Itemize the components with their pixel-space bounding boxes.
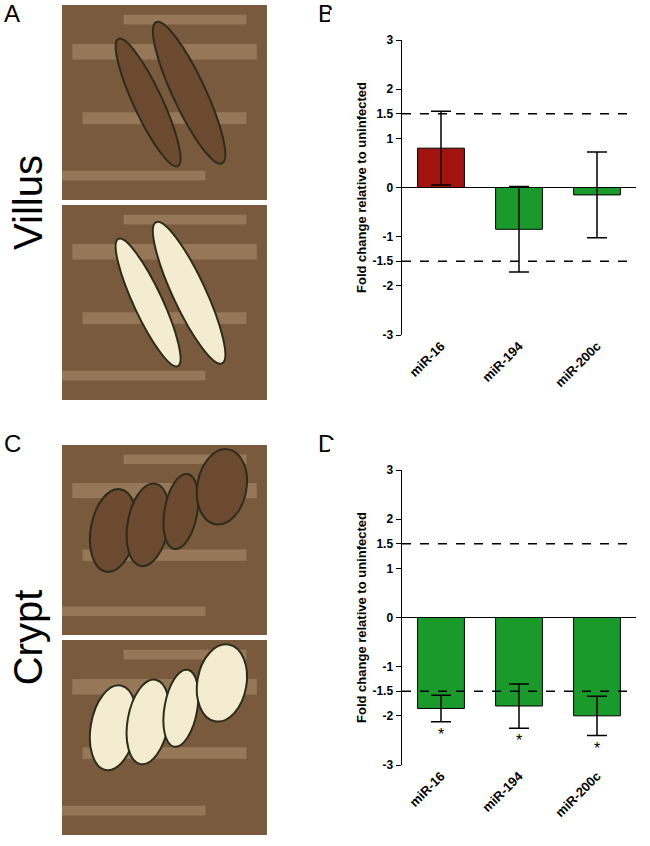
svg-text:miR-194: miR-194 <box>479 338 526 385</box>
svg-text:miR-200c: miR-200c <box>552 769 603 820</box>
svg-text:0: 0 <box>386 181 393 195</box>
svg-text:miR-16: miR-16 <box>406 339 447 380</box>
svg-text:3: 3 <box>386 33 393 47</box>
html-text:Crypt: Crypt <box>5 589 50 686</box>
svg-text:-1.5: -1.5 <box>372 684 393 698</box>
html-text:C: C <box>4 430 22 457</box>
svg-text:2: 2 <box>386 82 393 96</box>
html-text:D: D <box>318 430 336 457</box>
svg-text:Fold change relative to uninfe: Fold change relative to uninfected <box>354 512 369 723</box>
svg-text:-3: -3 <box>382 328 393 342</box>
svg-text:Fold change relative to uninfe: Fold change relative to uninfected <box>354 82 369 293</box>
svg-text:miR-16: miR-16 <box>406 769 447 810</box>
svg-text:-1.5: -1.5 <box>372 254 393 268</box>
svg-text:*: * <box>438 726 444 743</box>
svg-text:-1: -1 <box>382 230 393 244</box>
svg-text:-2: -2 <box>382 279 393 293</box>
html-text:A: A <box>4 0 20 27</box>
svg-text:3: 3 <box>386 463 393 477</box>
svg-text:0: 0 <box>386 611 393 625</box>
svg-text:1: 1 <box>386 132 393 146</box>
svg-text:1.5: 1.5 <box>376 107 393 121</box>
svg-text:-3: -3 <box>382 758 393 772</box>
svg-text:2: 2 <box>386 512 393 526</box>
svg-text:miR-194: miR-194 <box>479 768 526 815</box>
html-text:Villus: Villus <box>5 155 50 250</box>
svg-text:1.5: 1.5 <box>376 537 393 551</box>
svg-text:1: 1 <box>386 562 393 576</box>
svg-text:miR-200c: miR-200c <box>552 339 603 390</box>
html-text:B: B <box>318 0 334 27</box>
svg-text:*: * <box>594 740 600 757</box>
svg-text:-1: -1 <box>382 660 393 674</box>
svg-text:*: * <box>516 732 522 749</box>
svg-text:-2: -2 <box>382 709 393 723</box>
